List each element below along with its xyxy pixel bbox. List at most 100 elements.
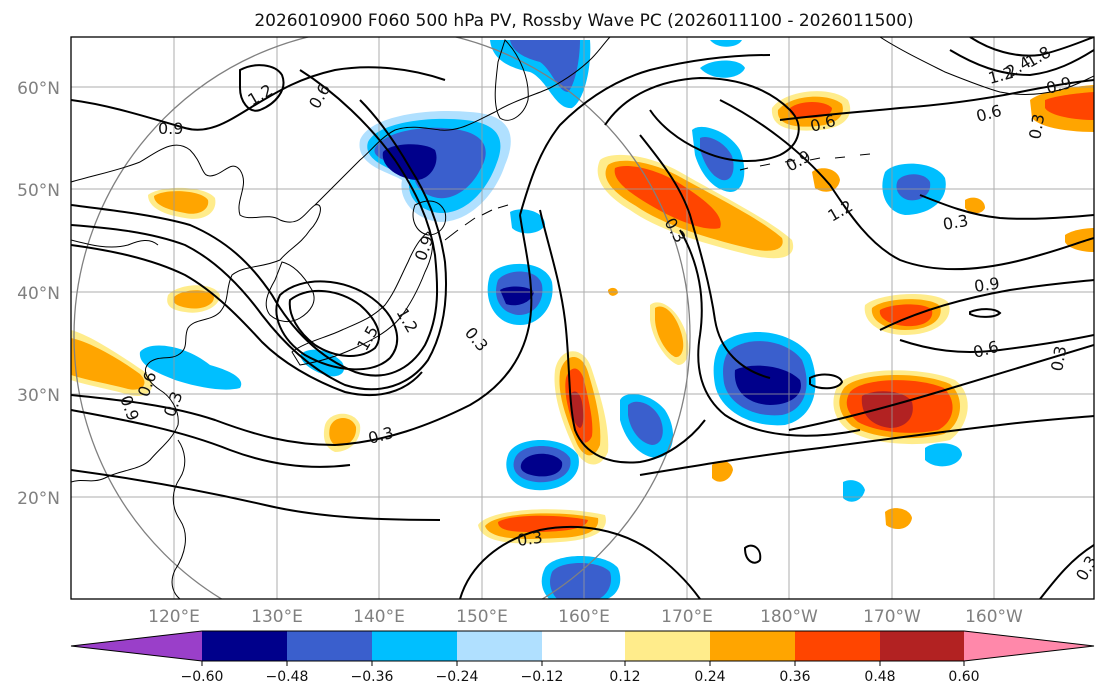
colorbar: −0.60 −0.48 −0.36 −0.24 −0.12 0.12 0.24 … — [70, 630, 1095, 685]
lat-label-40n: 40°N — [17, 284, 60, 304]
contour-tight-alaska — [949, 49, 1094, 77]
colorbar-segment — [542, 631, 625, 661]
coast-sakhalin-russia — [314, 37, 611, 206]
contour-label: 0.3 — [1025, 112, 1048, 140]
neg-anomaly-52n-165e-core — [700, 136, 734, 181]
colorbar-segment — [202, 631, 287, 661]
map-area: 1.2 0.9 0.6 0.9 1.2 1.5 0.3 0.3 0.9 0.6 … — [71, 37, 1094, 599]
contour-0.9-north — [71, 66, 446, 131]
longitude-labels: 120°E 130°E 140°E 150°E 160°E 170°E 180°… — [148, 607, 1023, 627]
contour-0.3-east — [679, 229, 861, 437]
neg-anomaly-japan-sea-max — [382, 144, 437, 180]
lon-label-130e: 130°E — [251, 607, 303, 627]
latitude-labels: 60°N 50°N 40°N 30°N 20°N — [17, 79, 60, 509]
colorbar-segment — [372, 631, 457, 661]
coast-china-south — [71, 239, 159, 248]
neg-anomaly-60n-165e — [700, 60, 745, 78]
pos-anomaly-39n-128e-mid — [173, 290, 214, 309]
contour-0.3-south — [71, 214, 533, 447]
pos-anomaly-50n-165e-core — [614, 165, 721, 229]
contour-small-loop-b — [969, 308, 1002, 318]
lat-label-20n: 20°N — [17, 489, 60, 509]
lat-label-60n: 60°N — [17, 79, 60, 99]
lon-label-170e: 170°E — [661, 607, 713, 627]
colorbar-segment — [287, 631, 372, 661]
coast-japan-honshu — [291, 231, 433, 366]
lon-label-160w: 160°W — [965, 607, 1023, 627]
coast-philippines-taiwan — [171, 439, 186, 599]
contour-0.9-ridge — [604, 76, 800, 163]
neg-anomaly-25n-155e-max — [520, 453, 563, 477]
pos-anomaly-22n-175e-small — [712, 460, 733, 482]
colorbar-tick-label: −0.60 — [181, 669, 224, 685]
neg-anomaly-20n-178w — [843, 480, 865, 502]
contour-0.3-east-long — [639, 415, 1094, 476]
contour-1.5-inner — [288, 289, 380, 357]
pos-anomaly-57n-178e-core — [789, 102, 832, 118]
colorbar-tick-label: −0.12 — [521, 669, 564, 685]
colorbar-tick-label: −0.24 — [436, 669, 479, 685]
contour-small-loop-a — [809, 373, 844, 390]
neg-anomaly-55n-168e-small — [710, 40, 742, 47]
contour-0.3-central — [519, 54, 771, 216]
pos-anomaly-30n-172w-max — [861, 391, 913, 428]
colorbar-extend-right — [964, 631, 1094, 661]
contour-0.6-east-long — [788, 344, 1094, 431]
contour-0.9-trough — [71, 99, 447, 391]
colorbar-tick-label: 0.12 — [609, 669, 640, 685]
pos-anomaly-50n-122e-mid — [154, 191, 209, 214]
colorbar-tick-label: −0.48 — [266, 669, 309, 685]
contour-1.2-northeast — [719, 99, 1094, 271]
contour-label: 0.3 — [516, 528, 544, 550]
contour-0.9-east — [879, 279, 1094, 331]
pos-anomaly-37n-175w-core — [879, 304, 933, 327]
contour-0.3-southeast-corner — [1039, 544, 1094, 599]
neg-anomaly-25n-175w — [925, 443, 962, 467]
pos-anomaly-47n-162w-small — [965, 197, 985, 214]
coast-korea — [265, 261, 315, 323]
neg-anomaly-32n-180-max — [734, 365, 801, 405]
contour-0.6-south — [71, 409, 351, 468]
coast-kamchatka — [494, 39, 529, 121]
coast-hokkaido — [412, 200, 447, 236]
pos-anomaly-58n-155w-core — [1045, 92, 1094, 120]
contour-tight-alaska-2 — [969, 37, 1094, 57]
coast-alaska — [879, 37, 1094, 95]
coast-east-asia — [71, 144, 321, 483]
pv-contours — [71, 37, 1094, 599]
lon-label-140e: 140°E — [353, 607, 405, 627]
contour-1.2-northwest — [239, 64, 285, 112]
contour-label: 0.3 — [1047, 344, 1070, 372]
colorbar-tick-label: 0.48 — [864, 669, 895, 685]
colorbar-tick-label: 0.24 — [694, 669, 725, 685]
lon-label-120e: 120°E — [148, 607, 200, 627]
colorbar-tick-label: 0.36 — [779, 669, 810, 685]
contour-0.3-northeast — [919, 194, 1094, 220]
colorbar-segment — [625, 631, 710, 661]
colorbar-segment — [457, 631, 542, 661]
lon-label-180w: 180°W — [760, 607, 818, 627]
pos-anomaly-25n-137e-mid — [329, 418, 357, 447]
contour-0.3-far-south — [71, 469, 441, 521]
neg-anomaly-30n-125e — [139, 345, 242, 390]
contour-0.3-ridge — [539, 209, 706, 464]
coast-kuril-chain — [444, 204, 509, 241]
pos-anomaly-32n-115e-mid — [71, 338, 145, 390]
contour-1.2-trough — [71, 244, 423, 396]
lat-label-50n: 50°N — [17, 181, 60, 201]
lon-label-150e: 150°E — [456, 607, 508, 627]
coastlines — [71, 37, 1094, 599]
neg-anomaly-18n-140e-core — [550, 563, 611, 599]
colorbar-segment — [880, 631, 964, 661]
colorbar-tick-label: −0.36 — [351, 669, 394, 685]
colorbar-segment — [795, 631, 880, 661]
neg-anomaly-45n-147e — [510, 209, 545, 234]
contour-1.2-inner — [275, 280, 399, 371]
lon-label-170w: 170°W — [863, 607, 921, 627]
contour-0.6-loop-east — [899, 334, 1094, 353]
contour-0.6-trough — [71, 69, 439, 377]
coast-aleutians — [739, 153, 871, 171]
contour-0.6-northeast — [779, 79, 1094, 121]
contour-label: 0.9 — [158, 119, 183, 138]
